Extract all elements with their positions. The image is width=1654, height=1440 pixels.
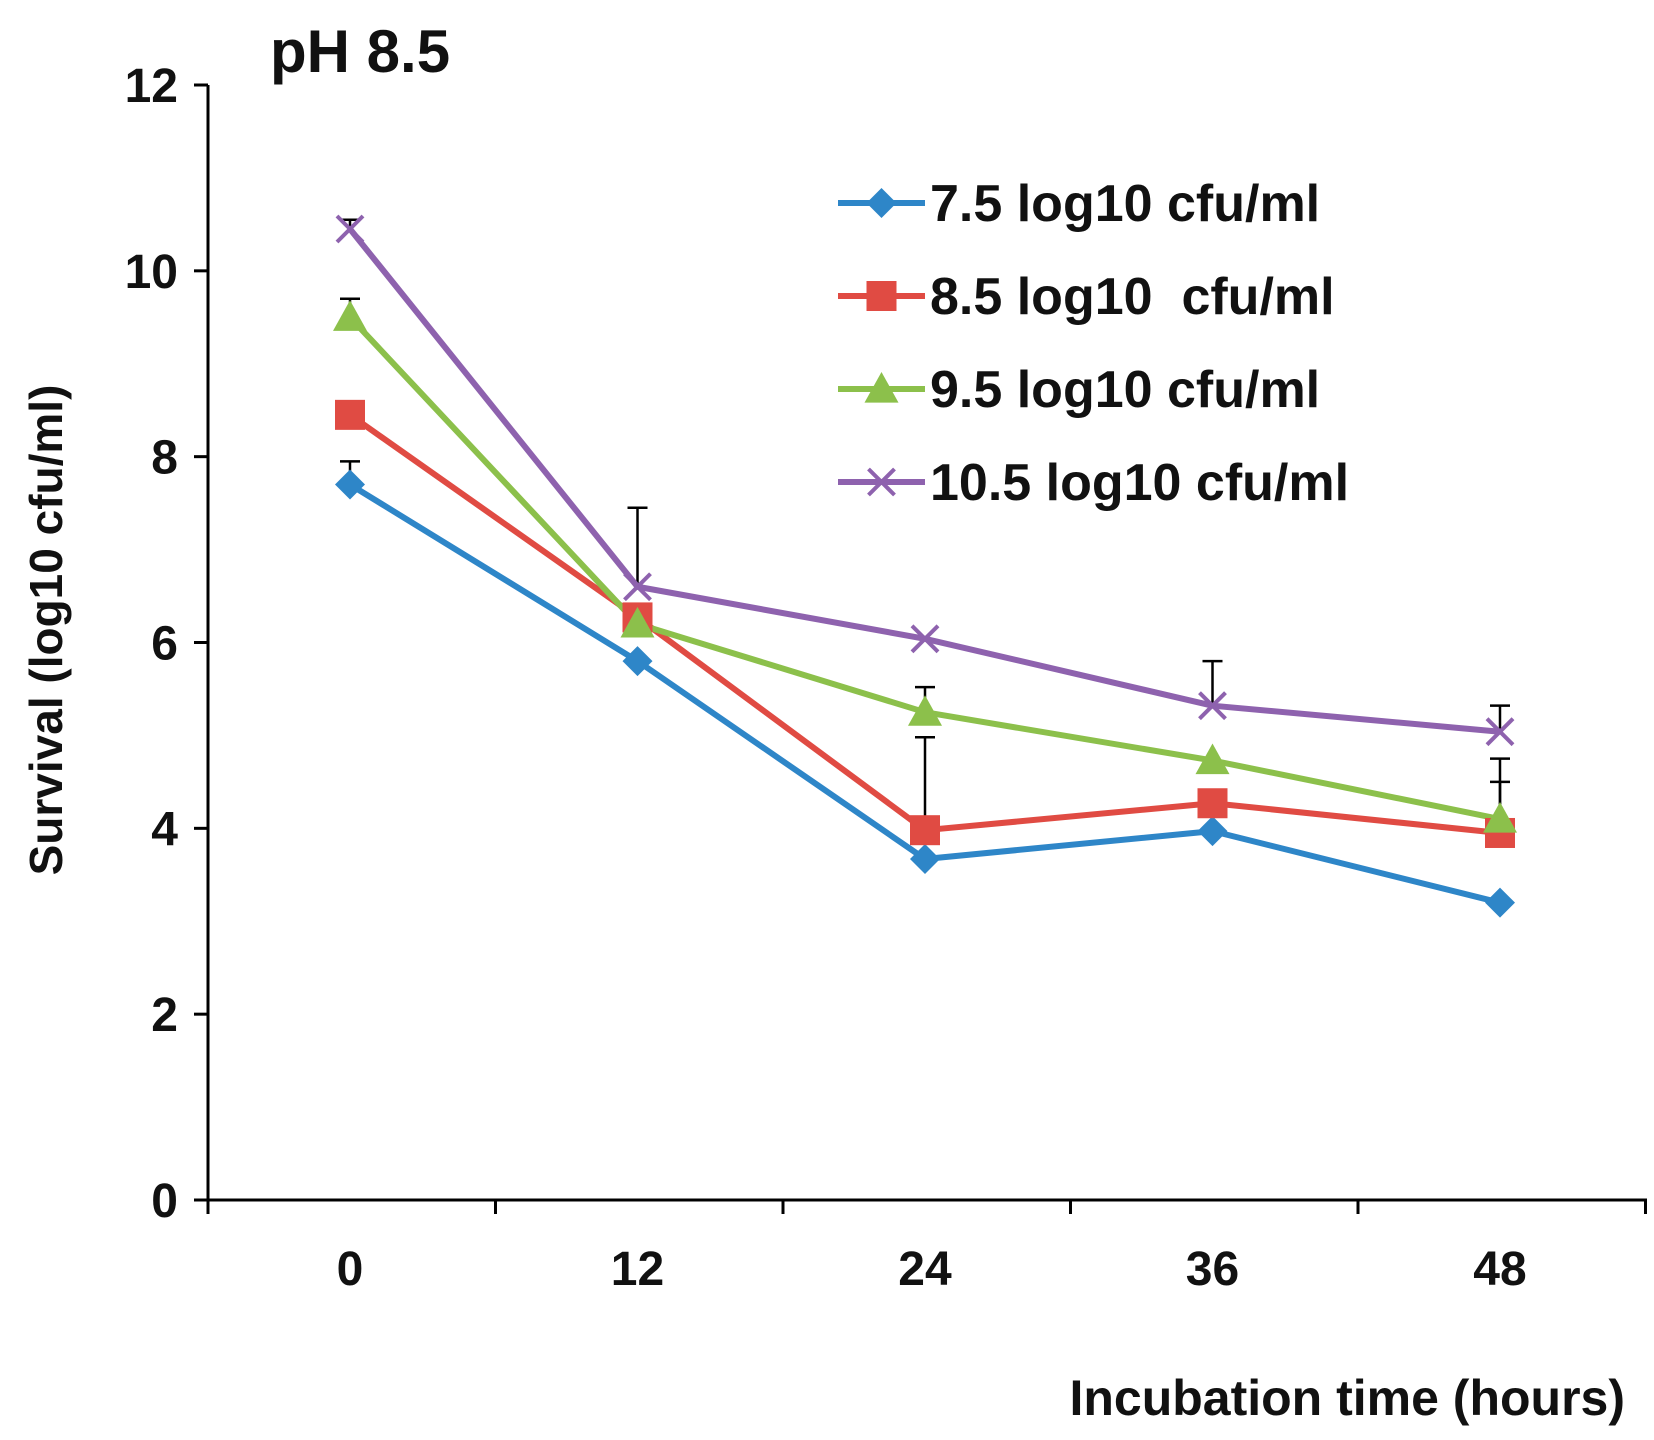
data-point xyxy=(908,695,942,726)
data-point xyxy=(1198,691,1227,721)
data-point xyxy=(1485,887,1515,918)
x-tick-label: 24 xyxy=(898,1243,952,1296)
x-tick-label: 12 xyxy=(611,1243,664,1296)
data-point xyxy=(1197,788,1228,819)
data-point xyxy=(335,399,365,430)
y-tick-label: 2 xyxy=(151,989,178,1042)
legend-item: 8.5 log10 cfu/ml xyxy=(838,268,1335,326)
data-point xyxy=(910,843,940,874)
y-tick-label: 6 xyxy=(151,618,178,671)
legend: 7.5 log10 cfu/ml 8.5 log10 cfu/ml 9.5 log1… xyxy=(838,175,1349,512)
y-tick-label: 10 xyxy=(125,246,178,299)
legend-item: 7.5 log10 cfu/ml xyxy=(838,175,1320,233)
y-tick-label: 12 xyxy=(125,60,178,113)
data-point xyxy=(335,214,365,244)
data-point xyxy=(622,646,653,677)
data-point xyxy=(1485,717,1515,747)
data-point xyxy=(333,300,367,331)
data-point xyxy=(1483,802,1517,833)
data-point xyxy=(620,606,655,638)
marker-stroke xyxy=(623,572,652,602)
legend-marker xyxy=(866,188,897,218)
x-axis-ticks: 0 12 24 36 48 xyxy=(206,1200,1647,1296)
series-markers xyxy=(333,214,1517,918)
chart-title: pH 8.5 xyxy=(270,18,450,85)
legend-label: 8.5 log10 cfu/ml xyxy=(930,268,1335,326)
legend-marker xyxy=(867,467,896,497)
y-tick-label: 4 xyxy=(151,803,178,856)
marker-stroke xyxy=(867,467,896,497)
data-point xyxy=(910,624,940,654)
x-axis-label: Incubation time (hours) xyxy=(1069,1370,1625,1426)
marker-stroke xyxy=(1485,717,1515,747)
data-point xyxy=(1197,816,1228,847)
data-point xyxy=(1195,743,1230,775)
y-axis-ticks: 0 2 4 6 8 10 12 xyxy=(125,60,208,1228)
legend-item: 10.5 log10 cfu/ml xyxy=(838,454,1349,512)
legend-label: 10.5 log10 cfu/ml xyxy=(930,454,1349,512)
legend-marker xyxy=(866,281,897,311)
y-tick-label: 0 xyxy=(151,1175,178,1228)
x-tick-label: 0 xyxy=(337,1243,364,1296)
y-axis-label: Survival (log10 cfu/ml) xyxy=(20,385,72,876)
legend-label: 7.5 log10 cfu/ml xyxy=(930,175,1320,233)
legend-label: 9.5 log10 cfu/ml xyxy=(930,361,1320,419)
x-tick-label: 36 xyxy=(1186,1243,1239,1296)
marker-stroke xyxy=(335,214,365,244)
legend-marker xyxy=(864,372,899,403)
marker-stroke xyxy=(910,624,940,654)
marker-stroke xyxy=(1198,691,1227,721)
data-point xyxy=(335,469,365,500)
legend-item: 9.5 log10 cfu/ml xyxy=(838,361,1320,419)
data-point xyxy=(910,815,940,846)
x-tick-label: 48 xyxy=(1473,1243,1526,1296)
y-tick-label: 8 xyxy=(151,432,178,485)
data-point xyxy=(623,572,652,602)
